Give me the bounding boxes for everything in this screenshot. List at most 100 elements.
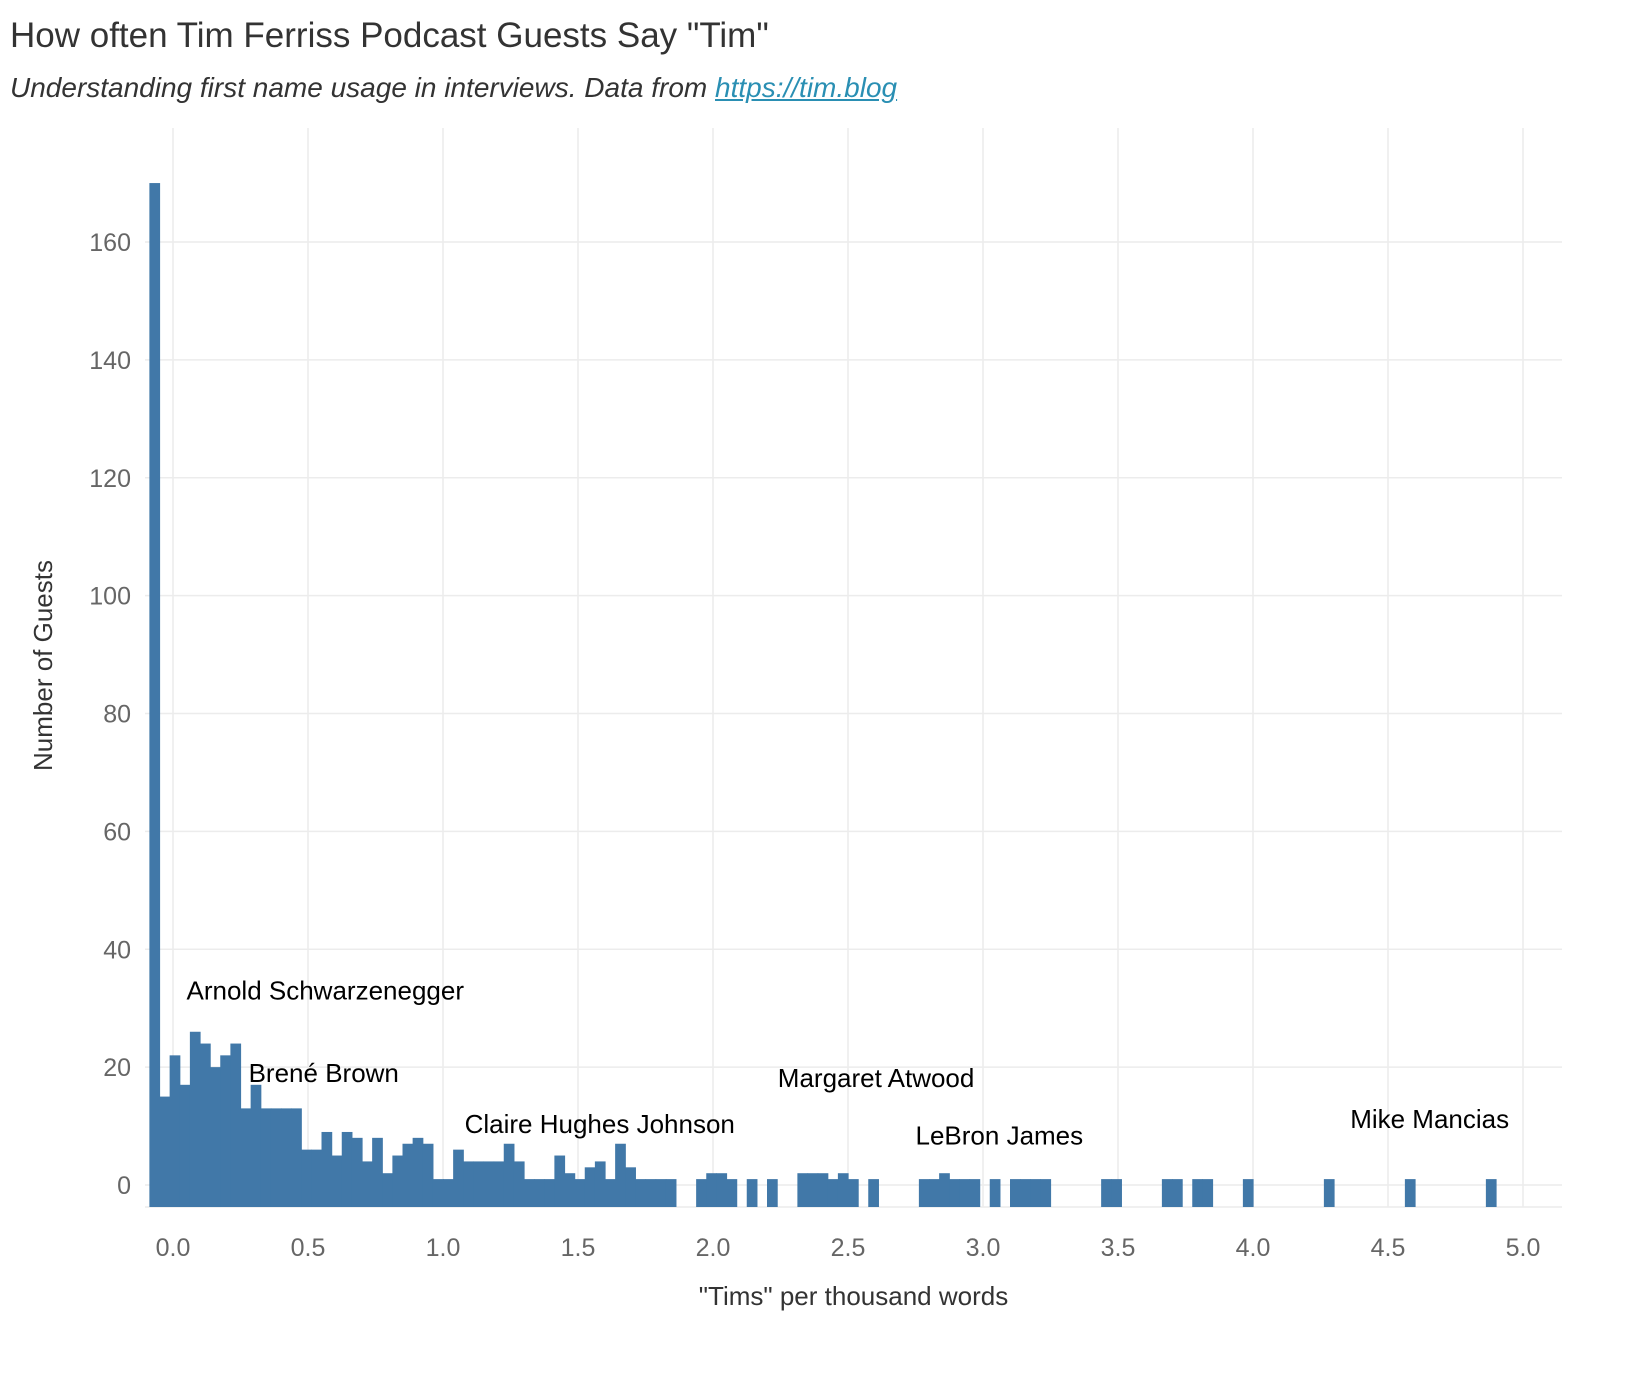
chart-subtitle: Understanding first name usage in interv… [10,72,897,104]
x-axis-label: "Tims" per thousand words [699,1281,1008,1311]
histogram-bar [473,1161,485,1207]
histogram-bar [848,1179,859,1207]
histogram-bar [827,1179,839,1207]
x-tick-label: 3.0 [966,1234,1001,1262]
histogram-bar [382,1173,393,1207]
histogram-bar [351,1137,363,1207]
histogram-bar [179,1084,191,1207]
histogram-bar [564,1173,576,1207]
histogram-bar [443,1179,454,1207]
source-link[interactable]: https://tim.blog [715,72,898,103]
histogram-bar [605,1179,616,1207]
x-tick-label: 1.0 [426,1234,461,1262]
y-tick-label: 20 [103,1054,131,1082]
histogram-bar [169,1055,181,1207]
histogram-bar [817,1173,829,1207]
histogram-bar [1030,1179,1041,1207]
histogram-bar [159,1096,171,1207]
guest-annotation: LeBron James [916,1120,1084,1150]
histogram-bar [706,1173,717,1207]
x-tick-label: 0.5 [291,1234,326,1262]
y-tick-label: 0 [117,1172,131,1200]
y-tick-label: 100 [89,583,131,611]
histogram-bar [574,1179,586,1207]
histogram-bar [594,1161,606,1207]
histogram-bar [929,1179,940,1207]
guest-annotation: Brené Brown [249,1058,399,1088]
y-tick-label: 160 [89,229,131,257]
histogram-bar [321,1131,333,1207]
y-tick-labels: 0 20 40 60 80 100 120 140 160 [89,229,131,1200]
x-tick-label: 2.0 [696,1234,731,1262]
chart-title: How often Tim Ferriss Podcast Guests Say… [10,16,769,55]
histogram-bar [1161,1179,1173,1207]
histogram-bar [483,1161,495,1207]
x-tick-label: 2.5 [831,1234,866,1262]
histogram-bar [210,1067,221,1208]
guest-annotations: Arnold Schwarzenegger Brené Brown Claire H… [187,975,1510,1150]
histogram-bar [1101,1179,1112,1207]
y-tick-label: 140 [89,347,131,375]
x-tick-label: 1.5 [561,1234,596,1262]
y-tick-label: 120 [89,465,131,493]
x-tick-label: 4.0 [1236,1234,1271,1262]
histogram-bar [1020,1179,1031,1207]
y-tick-label: 40 [103,936,131,964]
histogram-bar [534,1179,545,1207]
histogram-bar [422,1143,434,1207]
histogram-bar [341,1131,353,1207]
histogram-bar [544,1179,555,1207]
histogram-bar [513,1161,525,1207]
histogram-bar [645,1179,657,1207]
histogram-bar [1485,1179,1497,1207]
histogram-bar [200,1043,211,1207]
histogram-bar [1202,1179,1214,1207]
histogram-bar [260,1108,272,1207]
histogram-bar [797,1173,809,1207]
histogram-bar [372,1137,383,1207]
histogram-bar [554,1155,566,1207]
guest-annotation: Claire Hughes Johnson [465,1109,735,1139]
histogram-bar [1192,1179,1203,1207]
histogram-bar [767,1179,778,1207]
histogram-bar [281,1108,292,1207]
x-tick-label: 3.5 [1101,1234,1136,1262]
histogram-bar [918,1179,930,1207]
guest-annotation: Arnold Schwarzenegger [187,975,465,1005]
horizontal-gridlines [145,241,1562,1186]
histogram-bar [301,1149,312,1207]
histogram-bar [949,1179,960,1207]
guest-annotation: Mike Mancias [1350,1104,1509,1134]
histogram-bar [362,1161,373,1207]
histogram-bar [655,1179,667,1207]
histogram-bar [989,1179,1001,1207]
histogram-bar [503,1143,515,1207]
histogram-bar [868,1179,879,1207]
histogram-bar [402,1143,414,1207]
histogram-bar [463,1161,474,1207]
x-tick-label: 4.5 [1371,1234,1406,1262]
histogram-bar [240,1108,252,1207]
subtitle-text: Understanding first name usage in interv… [10,72,715,103]
histogram-bar [412,1137,424,1207]
histogram-bar [807,1173,819,1207]
histogram-bar [1040,1179,1052,1207]
histogram-bar [615,1143,626,1207]
x-tick-labels: 0.0 0.5 1.0 1.5 2.0 2.5 3.0 3.5 4.0 4.5 5.0 [156,1234,1541,1262]
histogram-bar [939,1173,950,1207]
histogram-bar [959,1179,971,1207]
histogram-bar [1172,1179,1183,1207]
histogram-bar [1111,1179,1122,1207]
histogram-bar [149,183,161,1207]
histogram-bar [331,1155,343,1207]
x-tick-label: 0.0 [156,1234,191,1262]
histogram-bar [1323,1179,1335,1207]
histogram-bar [493,1161,505,1207]
histogram-bar [696,1179,707,1207]
x-tick-label: 5.0 [1506,1234,1541,1262]
vertical-gridlines [172,128,1524,1207]
histogram-bar [837,1173,849,1207]
histogram-bar [716,1173,728,1207]
histogram-bar [726,1179,738,1207]
histogram-bar [524,1179,535,1207]
